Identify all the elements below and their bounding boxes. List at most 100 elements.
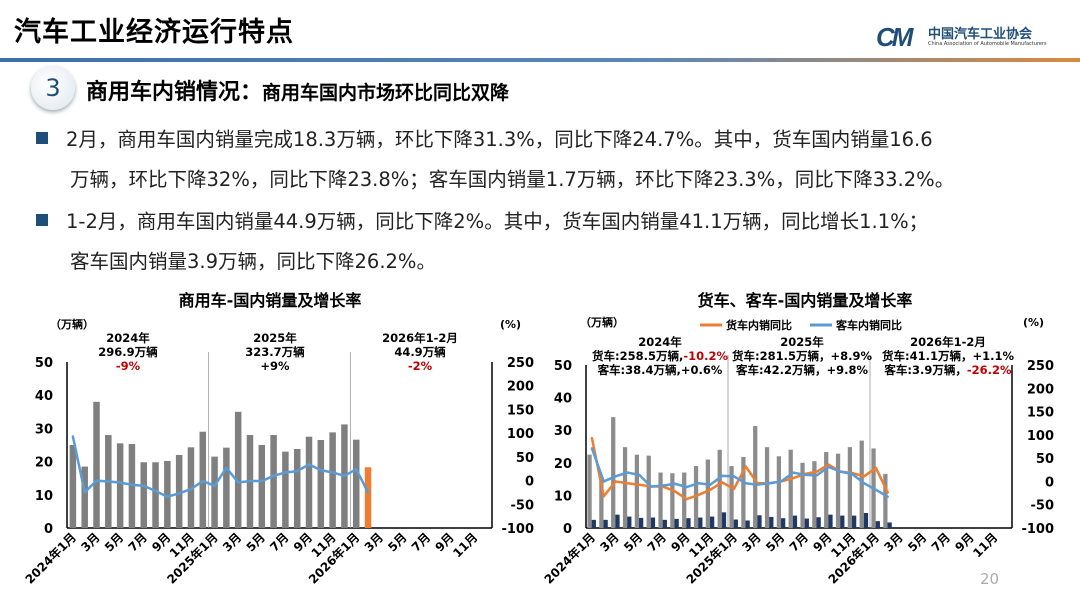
annotation-segment: 客车:42.2万辆，+9.8% (735, 363, 868, 377)
bar (282, 451, 289, 528)
y-tick-label-left: 0 (44, 522, 53, 537)
line-point (71, 435, 75, 438)
line-point (874, 488, 878, 492)
line-point (791, 476, 795, 480)
line-point (284, 471, 287, 474)
line-point (118, 481, 122, 484)
bar (776, 456, 782, 528)
line-point (756, 483, 759, 486)
bar (116, 443, 124, 528)
line-point (851, 472, 854, 476)
line-point (744, 482, 747, 485)
x-tick-label: 11月 (450, 530, 480, 560)
chart-trucks-buses: 0 10 20 30 40 50 -100 -50 0 50 100 150 200 250 （万辆） (%)… (541, 315, 1055, 587)
line-point (862, 475, 866, 478)
line-point (602, 495, 605, 498)
line-point (638, 473, 641, 477)
bar (769, 516, 774, 528)
bar (305, 436, 313, 528)
bar (705, 459, 711, 528)
yoy-line (590, 447, 889, 498)
bar (682, 472, 687, 528)
line-point (673, 482, 676, 485)
line-point (225, 466, 228, 469)
x-tick-label: 7月 (645, 530, 669, 554)
annotation-segment: -9% (116, 359, 141, 373)
bullet-2: 1-2月，商用车国内销量44.9万辆，同比下降2%。其中，货车国内销量41.1万… (36, 202, 928, 282)
x-tick-label: 7月 (126, 530, 150, 554)
line-point (590, 447, 594, 450)
y-axis-label-right: (%) (500, 318, 521, 331)
y-tick-label-right: 0 (525, 475, 534, 490)
bar (812, 461, 817, 528)
line-point (827, 463, 830, 466)
y-tick-label-right: 50 (1036, 452, 1054, 467)
bar (828, 514, 833, 528)
y-tick-label-right: 100 (507, 427, 534, 442)
page-number: 20 (980, 570, 1000, 588)
bullet-2-line-1: 1-2月，商用车国内销量44.9万辆，同比下降2%。其中，货车国内销量41.1万… (66, 210, 929, 233)
annotation-segment: 2024年 (638, 335, 682, 349)
header-divider (0, 58, 1080, 62)
bar (81, 466, 88, 528)
bullet-1-line-2: 万辆，环比下降32%，同比下降23.8%；客车国内销量1.7万辆，环比下降23.… (70, 168, 955, 191)
y-tick-label-right: -50 (1031, 499, 1055, 514)
y-tick-label-right: 200 (1027, 382, 1054, 397)
bar (587, 454, 592, 528)
x-tick-label: 11月 (970, 530, 1000, 560)
year-annotation: 2026年1-2月 (382, 331, 458, 345)
line-point (673, 490, 676, 493)
x-tick-label: 7月 (787, 530, 811, 554)
annotation-segment: 货车:281.5万辆，+8.9% (731, 349, 872, 363)
section-title-main: 商用车内销情况： (86, 80, 263, 105)
year-annotation: 323.7万辆 (245, 345, 305, 359)
bar (840, 515, 845, 528)
y-axis-label-left: （万辆） (580, 315, 624, 329)
bar (622, 447, 628, 528)
annotation-segment: 2024年 (106, 331, 150, 345)
yoy-line (71, 436, 370, 498)
year-annotation: +9% (260, 359, 290, 373)
section-title: 商用车内销情况：商用车国内市场环比同比双降 (86, 74, 509, 106)
line-point (366, 491, 370, 494)
legend-label: 货车内销同比 (725, 318, 792, 332)
x-tick-label: 5月 (763, 530, 787, 554)
y-tick-label-left: 10 (554, 489, 572, 504)
line-point (839, 470, 842, 473)
annotation-segment: -2% (408, 359, 433, 373)
year-annotation: 296.9万辆 (98, 345, 158, 359)
year-annotation: -9% (116, 359, 141, 373)
line-point (626, 482, 629, 485)
line-point (236, 481, 240, 484)
bullet-1-line-1: 2月，商用车国内销量完成18.3万辆，环比下降31.3%，同比下降24.7%。其… (66, 128, 933, 151)
chart-1-title: 商用车-国内销量及增长率 (178, 291, 362, 310)
bar (670, 473, 675, 528)
year-annotation: 货车:281.5万辆，+8.9% (731, 349, 872, 363)
y-tick-label-right: 250 (1027, 359, 1054, 374)
line-point (189, 487, 193, 491)
line-point (614, 480, 617, 483)
bar (599, 479, 604, 528)
line-point (614, 475, 617, 478)
x-tick-label: 5月 (102, 530, 126, 554)
bar (781, 518, 786, 528)
line-point (649, 485, 653, 488)
line-point (83, 491, 86, 494)
bar (788, 449, 793, 528)
line-point (272, 474, 275, 478)
bar (591, 519, 596, 528)
line-point (130, 483, 134, 487)
bar (639, 517, 644, 528)
line-point (355, 467, 358, 471)
x-tick-label: 7月 (929, 530, 953, 554)
x-tick-label: 5月 (244, 530, 268, 554)
line-point (248, 479, 252, 483)
annotation-segment: -26.2% (967, 363, 1012, 377)
bar (721, 512, 727, 528)
line-point (154, 489, 157, 493)
x-tick-label: 3月 (881, 530, 905, 554)
annotation-segment: 货车:258.5万辆, (591, 349, 683, 363)
line-point (602, 480, 605, 483)
year-annotation: 2024年 (106, 331, 150, 345)
bar (698, 517, 703, 528)
